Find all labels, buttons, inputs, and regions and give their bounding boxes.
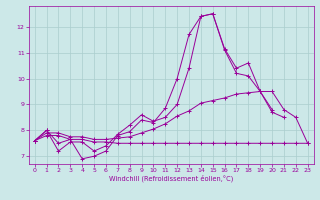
X-axis label: Windchill (Refroidissement éolien,°C): Windchill (Refroidissement éolien,°C): [109, 175, 233, 182]
